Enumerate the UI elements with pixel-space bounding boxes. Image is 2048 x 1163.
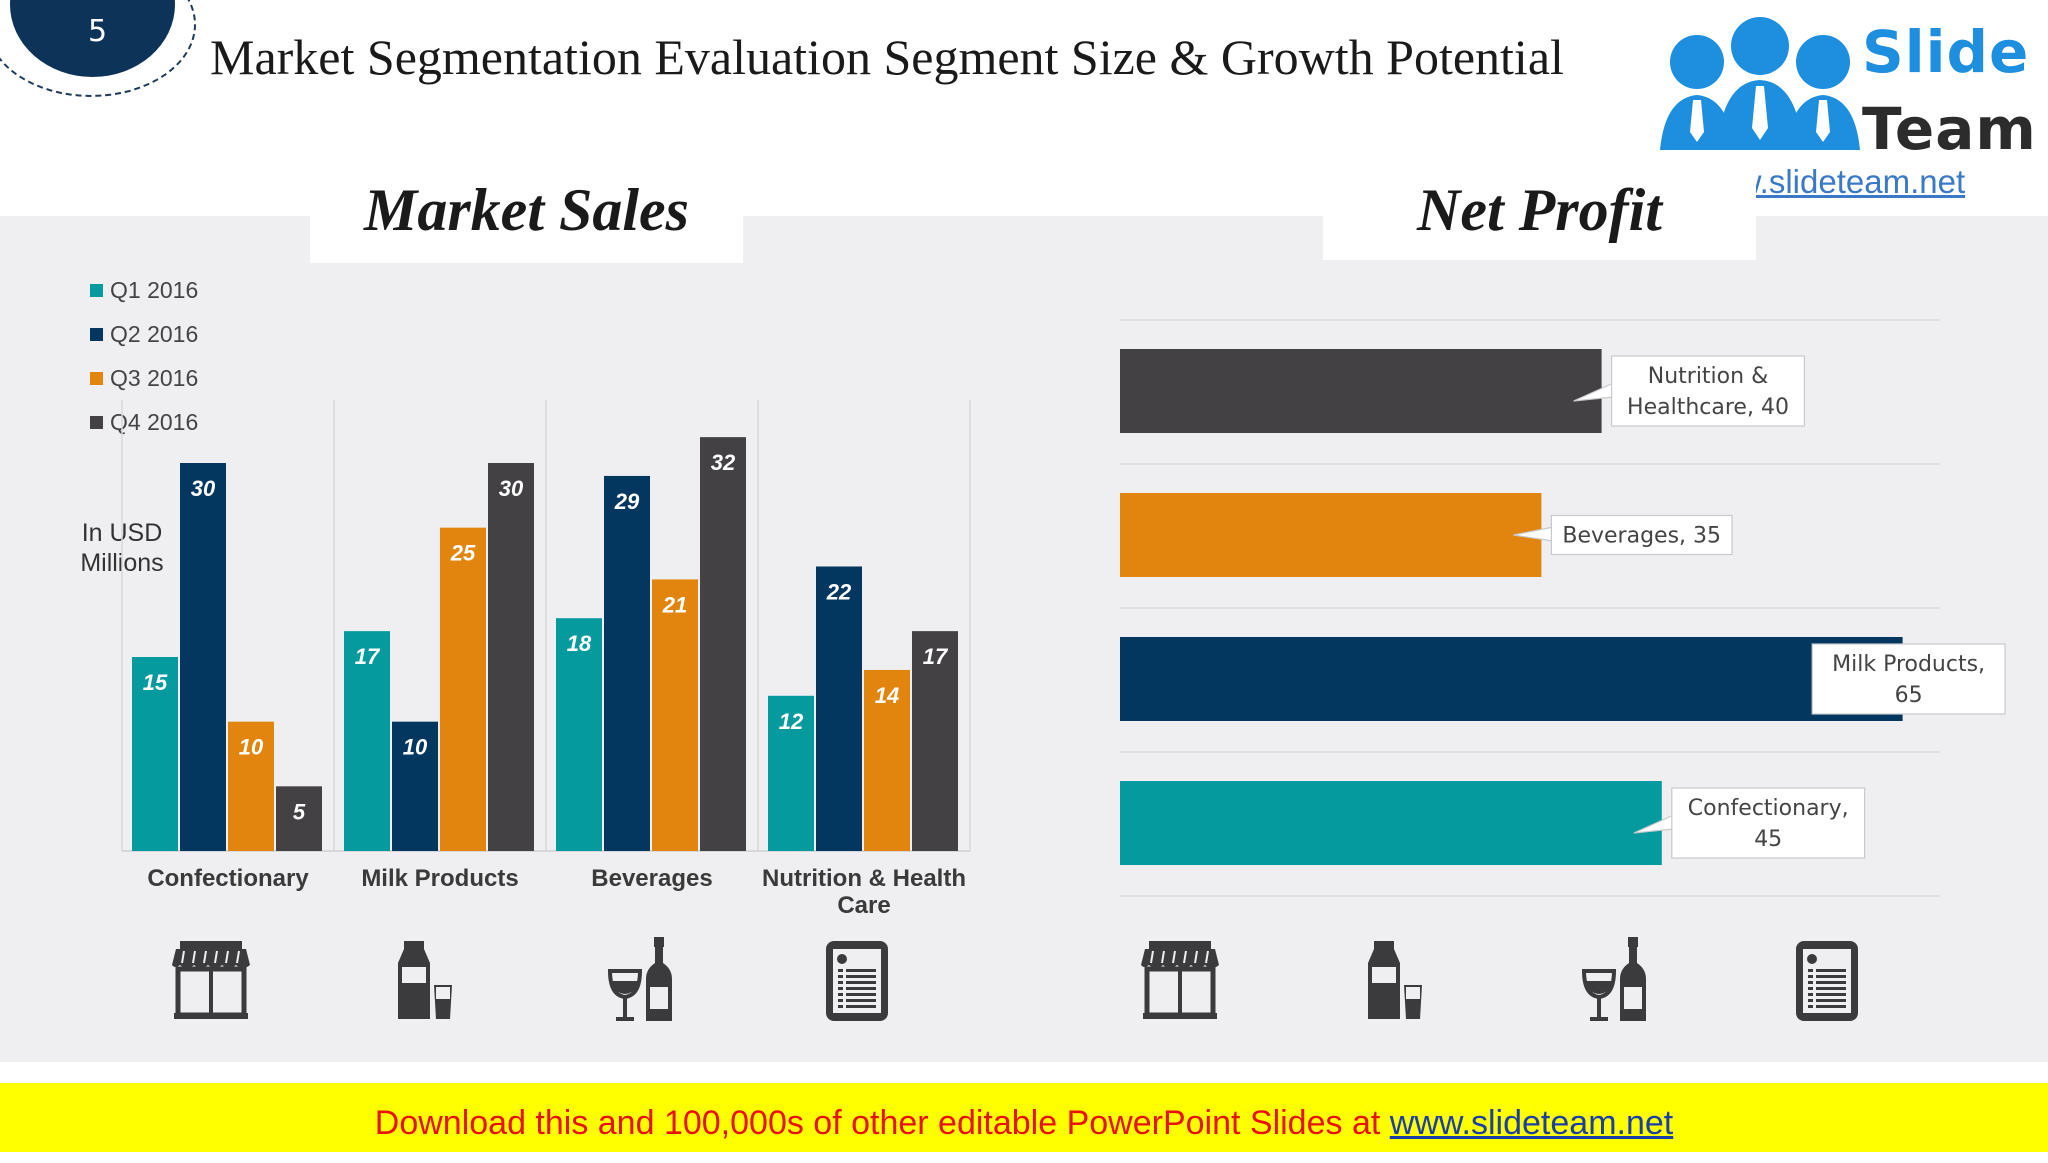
legend-label: Q1 2016: [110, 276, 199, 303]
bar-nutrition-and-health-care-q4-2016: [912, 631, 958, 851]
bar-value-label: 32: [711, 450, 736, 475]
logo-text-slide: Slide: [1862, 18, 2030, 86]
bar-value-label: 18: [567, 631, 592, 656]
hbar-value-label: Beverages, 35: [1562, 524, 1721, 549]
legend-label: Q4 2016: [110, 408, 199, 435]
bar-milk-products-q1-2016: [344, 631, 390, 851]
chart-legend: Q1 2016 Q2 2016 Q3 2016 Q4 2016: [90, 268, 198, 444]
slide-number: 5: [87, 14, 108, 49]
bar-value-label: 21: [662, 592, 687, 617]
bar-confectionary-q1-2016: [132, 657, 178, 851]
logo-text-team: Team: [1862, 95, 2037, 163]
bar-value-label: 17: [355, 644, 381, 669]
wine-bottle-glass-icon: [1581, 937, 1646, 1021]
market-sales-bar-chart: 15 30 10 5 17 10 25 30 18 29 21 32 12 22 14 17: [121, 400, 971, 852]
footer-link[interactable]: www.slideteam.net: [1389, 1104, 1674, 1142]
bar-confectionary-q4-2016: [276, 786, 322, 851]
bar-confectionary-q3-2016: [228, 721, 274, 851]
nutrition-clipboard-icon: [826, 941, 888, 1021]
bar-value-label: 10: [239, 735, 264, 760]
hbar-nutrition-and-healthcare: [1120, 349, 1602, 433]
hbar-confectionary: [1120, 781, 1662, 865]
storefront-icon: [1141, 941, 1219, 1019]
bar-value-label: 14: [875, 683, 899, 708]
legend-item-q4-2016: Q4 2016: [90, 400, 198, 444]
slide-title: Market Segmentation Evaluation Segment S…: [210, 29, 1564, 85]
bar-value-label: 29: [614, 489, 640, 514]
hbar-value-label: Milk Products,: [1832, 652, 1985, 677]
download-footer-banner: Download this and 100,000s of other edit…: [0, 1083, 2048, 1152]
milk-bottle-icon: [1368, 941, 1422, 1019]
hbar-value-label: 65: [1895, 683, 1923, 708]
bar-milk-products-q2-2016: [392, 721, 438, 851]
legend-swatch: [90, 415, 103, 429]
bar-nutrition-and-health-care-q1-2016: [768, 695, 814, 851]
callout-box: [1671, 787, 1866, 859]
legend-item-q1-2016: Q1 2016: [90, 268, 198, 312]
hbar-beverages: [1120, 493, 1542, 577]
bar-value-label: 12: [779, 709, 804, 734]
wine-bottle-glass-icon: [607, 937, 672, 1021]
hbar-value-label: Healthcare, 40: [1627, 395, 1789, 420]
net-profit-bar-chart: Nutrition & Healthcare, 40 Beverages, 35 Mi…: [1120, 319, 2006, 897]
category-label-nutrition-and-health-care: Nutrition & Health Care: [762, 865, 966, 919]
callout-box: [1550, 514, 1733, 556]
legend-swatch: [90, 327, 103, 341]
slideteam-people-logo-icon: [1660, 17, 1860, 150]
bar-nutrition-and-health-care-q2-2016: [816, 566, 862, 851]
bar-value-label: 30: [499, 476, 524, 501]
market-sales-title: Market Sales: [310, 157, 743, 263]
legend-item-q2-2016: Q2 2016: [90, 312, 198, 356]
bar-value-label: 17: [923, 644, 949, 669]
bar-value-label: 10: [403, 735, 428, 760]
bar-value-label: 22: [826, 579, 852, 604]
category-label-confectionary: Confectionary: [147, 865, 309, 892]
bar-beverages-q4-2016: [700, 437, 746, 851]
legend-label: Q3 2016: [110, 364, 199, 391]
bar-beverages-q1-2016: [556, 618, 602, 851]
callout-box: [1611, 355, 1806, 427]
legend-label: Q2 2016: [110, 320, 199, 347]
hbar-value-label: Confectionary,: [1688, 796, 1849, 821]
hbar-milk-products: [1120, 637, 1903, 721]
category-label-beverages: Beverages: [591, 865, 713, 892]
callout-box: [1811, 643, 2006, 715]
bar-value-label: 5: [293, 799, 306, 824]
category-label-milk-products: Milk Products: [361, 865, 519, 892]
bar-value-label: 15: [143, 670, 168, 695]
bar-milk-products-q4-2016: [488, 463, 534, 851]
hbar-value-label: Nutrition &: [1648, 364, 1768, 389]
bar-beverages-q2-2016: [604, 475, 650, 851]
legend-swatch: [90, 371, 103, 385]
bar-beverages-q3-2016: [652, 579, 698, 851]
bar-milk-products-q3-2016: [440, 527, 486, 851]
footer-text: Download this and 100,000s of other edit…: [374, 1104, 1390, 1142]
legend-item-q3-2016: Q3 2016: [90, 356, 198, 400]
bar-value-label: 30: [191, 476, 216, 501]
nutrition-clipboard-icon: [1796, 941, 1858, 1021]
storefront-icon: [172, 941, 250, 1019]
milk-bottle-icon: [398, 941, 452, 1019]
hbar-value-label: 45: [1754, 827, 1782, 852]
bar-confectionary-q2-2016: [180, 463, 226, 851]
bar-value-label: 25: [450, 541, 476, 566]
bar-nutrition-and-health-care-q3-2016: [864, 669, 910, 851]
legend-swatch: [90, 283, 103, 297]
net-profit-title: Net Profit: [1323, 157, 1756, 260]
